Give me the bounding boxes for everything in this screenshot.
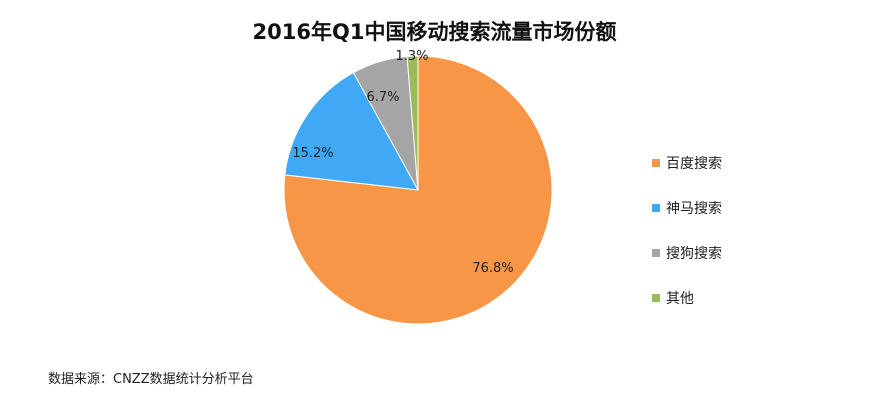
legend-swatch (652, 293, 660, 302)
legend-item: 其他 (652, 275, 722, 320)
legend-swatch (652, 158, 660, 167)
chart-title: 2016年Q1中国移动搜索流量市场份额 (252, 20, 617, 44)
legend-label: 其他 (666, 290, 694, 307)
legend-swatch (652, 248, 660, 257)
legend-label: 百度搜索 (666, 155, 722, 172)
pie-slice-3 (406, 55, 419, 191)
data-label: 1.3% (395, 49, 428, 64)
legend-swatch (652, 203, 660, 212)
legend-item: 搜狗搜索 (652, 230, 722, 275)
legend-label: 搜狗搜索 (666, 245, 722, 262)
data-source-note: 数据来源：CNZZ数据统计分析平台 (48, 372, 254, 387)
data-label: 15.2% (292, 146, 333, 161)
legend-item: 神马搜索 (652, 185, 722, 230)
pie-slice-1 (284, 71, 419, 191)
data-label: 6.7% (366, 90, 399, 105)
legend-label: 神马搜索 (666, 200, 722, 217)
legend-item: 百度搜索 (652, 140, 722, 185)
legend: 百度搜索 神马搜索 搜狗搜索 其他 (652, 140, 722, 320)
data-label: 76.8% (472, 261, 513, 276)
